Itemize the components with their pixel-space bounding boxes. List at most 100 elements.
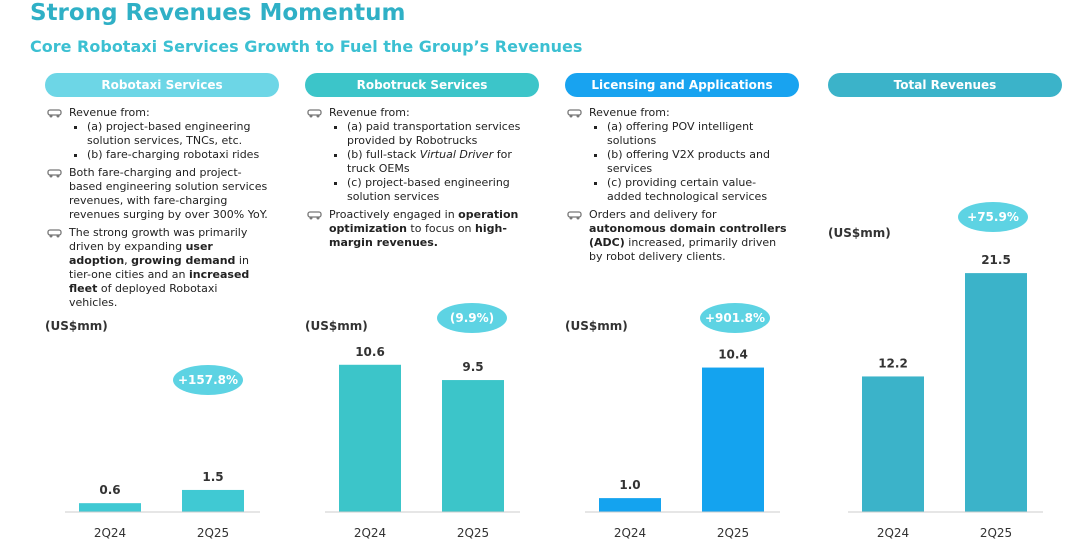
x-tick-label: 2Q24 [877, 526, 909, 540]
bar [442, 380, 504, 512]
text-run: Revenue from: [589, 106, 670, 119]
bar [965, 273, 1027, 512]
paragraph: Orders and delivery for autonomous domai… [589, 208, 789, 264]
value-label: 1.0 [619, 478, 640, 492]
text-block: Revenue from:(a) offering POV intelligen… [567, 106, 789, 204]
text-run: (c) providing certain value-added techno… [607, 176, 768, 203]
text-block: Proactively engaged in operation optimiz… [307, 208, 529, 250]
icon [307, 109, 322, 118]
change-bubble [958, 202, 1028, 232]
bullet-item: (c) providing certain value-added techno… [607, 176, 789, 204]
unit-label: (US$mm) [305, 319, 368, 333]
panel-text: Revenue from:(a) paid transportation ser… [307, 106, 529, 254]
slide-subtitle: Core Robotaxi Services Growth to Fuel th… [30, 37, 583, 56]
x-tick-label: 2Q25 [980, 526, 1012, 540]
text-run: increased fleet [69, 268, 250, 295]
paragraph: Proactively engaged in operation optimiz… [329, 208, 529, 250]
text-run: (b) offering V2X products and services [607, 148, 770, 175]
bullet-list: (a) project-based engineering solution s… [69, 120, 269, 162]
change-label: (9.9%) [450, 311, 494, 325]
icon [47, 169, 62, 178]
text-run: (a) offering POV intelligent solutions [607, 120, 754, 147]
text-block: Revenue from:(a) paid transportation ser… [307, 106, 529, 204]
panel-header: Robotaxi Services [45, 73, 279, 97]
text-run: autonomous domain controllers (ADC) [589, 222, 787, 249]
bullet-item: (c) project-based engineering solution s… [347, 176, 529, 204]
text-run: Revenue from: [69, 106, 150, 119]
bar [862, 376, 924, 512]
change-bubble [700, 303, 770, 333]
value-label: 0.6 [99, 483, 120, 497]
change-bubble [173, 365, 243, 395]
panel-header: Licensing and Applications [565, 73, 799, 97]
bullet-list: (a) offering POV intelligent solutions(b… [589, 120, 789, 204]
text-run: Revenue from: [329, 106, 410, 119]
change-label: +901.8% [705, 311, 765, 325]
bar [339, 364, 401, 512]
text-block: Revenue from:(a) project-based engineeri… [47, 106, 269, 162]
x-tick-label: 2Q24 [94, 526, 126, 540]
bar [702, 367, 764, 512]
text-run: user adoption [69, 240, 213, 267]
paragraph: The strong growth was primarily driven b… [69, 226, 269, 310]
value-label: 10.6 [355, 345, 385, 359]
bullet-list: (a) paid transportation services provide… [329, 120, 529, 204]
bullet-item: (b) full-stack Virtual Driver for truck … [347, 148, 529, 176]
icon [47, 109, 62, 118]
icon [47, 229, 62, 238]
panel-header: Total Revenues [828, 73, 1062, 97]
panel-text: Revenue from:(a) offering POV intelligen… [567, 106, 789, 268]
text-run: growing demand [131, 254, 236, 267]
x-tick-label: 2Q24 [614, 526, 646, 540]
text-run: to focus on [406, 222, 476, 235]
panel-text: Revenue from:(a) project-based engineeri… [47, 106, 269, 314]
x-tick-label: 2Q24 [354, 526, 386, 540]
paragraph: Revenue from: [589, 106, 789, 120]
text-block: Orders and delivery for autonomous domai… [567, 208, 789, 264]
slide-title: Strong Revenues Momentum [30, 0, 406, 26]
text-run: increased, primarily driven by robot del… [589, 236, 777, 263]
text-run: Proactively engaged in [329, 208, 459, 221]
text-block: The strong growth was primarily driven b… [47, 226, 269, 310]
text-run: (a) project-based engineering solution s… [87, 120, 251, 147]
text-block: Both fare-charging and project-based eng… [47, 166, 269, 222]
bullet-item: (a) project-based engineering solution s… [87, 120, 269, 148]
text-run: (a) paid transportation services provide… [347, 120, 521, 147]
change-bubble [437, 303, 507, 333]
text-run: (b) full-stack [347, 148, 420, 161]
value-label: 10.4 [718, 348, 748, 362]
text-run: of deployed Robotaxi vehicles. [69, 282, 218, 309]
text-run: , [124, 254, 132, 267]
bullet-item: (a) offering POV intelligent solutions [607, 120, 789, 148]
x-tick-label: 2Q25 [457, 526, 489, 540]
x-tick-label: 2Q25 [717, 526, 749, 540]
value-label: 9.5 [462, 360, 483, 374]
x-tick-label: 2Q25 [197, 526, 229, 540]
icon [567, 211, 582, 220]
text-run: The strong growth was primarily driven b… [69, 226, 248, 253]
text-run: operation optimization [329, 208, 519, 235]
value-label: 12.2 [878, 356, 908, 370]
bar [182, 489, 244, 512]
icon [307, 211, 322, 220]
text-run: Virtual Driver [419, 148, 494, 161]
text-run: high-margin revenues. [329, 222, 507, 249]
paragraph: Revenue from: [329, 106, 529, 120]
text-run: Orders and delivery for [589, 208, 717, 221]
change-label: +157.8% [178, 373, 238, 387]
text-run: in tier-one cities and an [69, 254, 249, 281]
value-label: 1.5 [202, 470, 223, 484]
bullet-item: (b) offering V2X products and services [607, 148, 789, 176]
paragraph: Both fare-charging and project-based eng… [69, 166, 269, 222]
paragraph: Revenue from: [69, 106, 269, 120]
unit-label: (US$mm) [828, 226, 891, 240]
unit-label: (US$mm) [45, 319, 108, 333]
text-run: for truck OEMs [347, 148, 512, 175]
unit-label: (US$mm) [565, 319, 628, 333]
icon [567, 109, 582, 118]
text-run: (c) project-based engineering solution s… [347, 176, 510, 203]
panel-header: Robotruck Services [305, 73, 539, 97]
bar [599, 498, 661, 512]
